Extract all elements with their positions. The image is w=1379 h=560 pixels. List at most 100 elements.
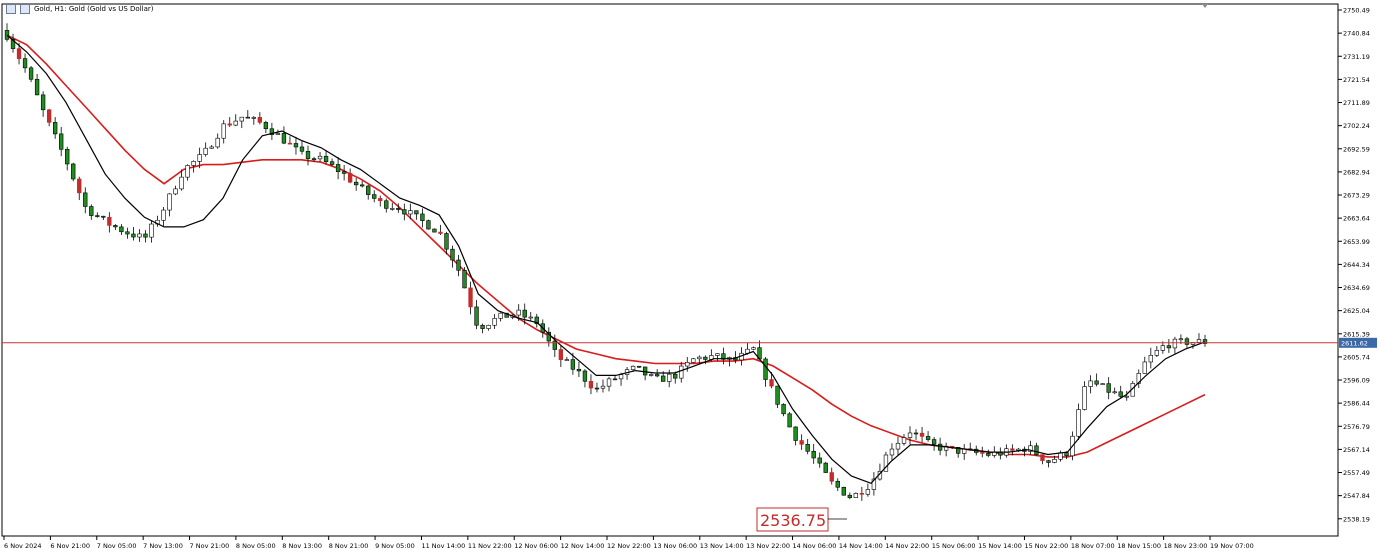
candle-body	[787, 413, 792, 428]
candle-body	[937, 443, 943, 451]
candle-body	[95, 215, 100, 217]
candle-body	[65, 148, 70, 165]
candle-body	[618, 374, 624, 380]
candle-body	[528, 316, 533, 319]
candle-body	[1040, 454, 1045, 461]
candle-body	[606, 378, 612, 387]
x-tick-label: 14 Nov 06:00	[793, 542, 837, 550]
candle-body	[883, 454, 889, 472]
x-tick-label: 14 Nov 14:00	[839, 542, 883, 550]
y-tick-label: 2731.19	[1343, 53, 1370, 61]
ma-fast-line	[6, 34, 1206, 485]
candle-body	[1154, 350, 1160, 356]
candle-body	[1094, 380, 1099, 385]
candle-body	[335, 164, 341, 172]
candle-body	[703, 356, 708, 360]
y-tick-label: 2615.39	[1343, 330, 1370, 338]
candle-body	[588, 380, 594, 389]
low-annotation-box	[756, 507, 829, 532]
x-tick-label: 6 Nov 21:00	[50, 542, 90, 550]
y-tick-label: 2692.59	[1343, 145, 1370, 153]
candle-body	[1046, 460, 1051, 463]
candle-body	[956, 446, 961, 454]
candle-body	[498, 312, 503, 319]
chart-title-bar: Gold, H1: Gold (Gold vs US Dollar)	[6, 4, 154, 14]
candle-body	[1202, 339, 1208, 344]
candle-body	[10, 39, 16, 49]
candle-body	[630, 365, 636, 370]
candle-body	[215, 137, 220, 148]
candle-body	[305, 150, 311, 159]
candle-body	[721, 353, 726, 360]
candle-body	[480, 324, 485, 329]
candle-body	[1172, 338, 1178, 349]
candle-body	[329, 161, 335, 165]
chart-symbol-icon	[6, 4, 16, 14]
y-tick-label: 2538.19	[1343, 515, 1370, 523]
candle-body	[642, 366, 648, 376]
current-price-label: 2611.62	[1341, 339, 1368, 347]
candle-body	[257, 117, 263, 123]
candle-body	[1112, 391, 1117, 394]
candle-body	[612, 378, 618, 381]
y-tick-label: 2711.89	[1343, 99, 1370, 107]
candle-body	[793, 426, 798, 441]
candle-body	[1082, 386, 1087, 410]
x-tick-label: 13 Nov 14:00	[700, 542, 744, 550]
shift-marker-icon	[1202, 4, 1208, 8]
candle-body	[311, 158, 317, 160]
candle-body	[16, 48, 22, 59]
x-tick-label: 8 Nov 13:00	[282, 542, 322, 550]
low-annotation-label: 2536.75	[760, 511, 826, 530]
candle-body	[52, 122, 58, 135]
y-tick-label: 2557.49	[1343, 469, 1370, 477]
candle-body	[378, 198, 383, 202]
candle-body	[360, 184, 365, 187]
ma-slow-line	[6, 34, 1206, 458]
candle-body	[829, 472, 834, 482]
candle-body	[492, 318, 497, 326]
candle-body	[4, 30, 10, 40]
x-tick-label: 6 Nov 2024	[4, 542, 42, 550]
candle-body	[943, 445, 949, 451]
candle-body	[1076, 409, 1081, 437]
candle-body	[185, 165, 190, 178]
candle-body	[390, 208, 395, 210]
candle-body	[889, 448, 895, 456]
candle-body	[1100, 383, 1105, 385]
candle-body	[763, 358, 768, 380]
candle-body	[203, 147, 208, 155]
x-tick-label: 19 Nov 07:00	[1210, 542, 1254, 550]
ma-slow-layer	[6, 34, 1206, 458]
candle-body	[341, 171, 347, 174]
x-tick-label: 14 Nov 22:00	[885, 542, 929, 550]
candle-body	[450, 248, 455, 261]
candle-body	[299, 146, 305, 152]
candle-body	[697, 356, 702, 360]
y-tick-label: 2596.09	[1343, 377, 1370, 385]
candle-body	[919, 432, 925, 437]
candle-body	[895, 442, 901, 450]
candle-body	[263, 122, 269, 130]
candle-body	[239, 116, 244, 122]
axes-layer: 2750.49 2740.84 2731.19 2721.54 2711.89 2702.…	[1, 3, 1370, 550]
x-tick-label: 7 Nov 21:00	[190, 542, 230, 550]
candle-body	[444, 233, 449, 250]
y-tick-label: 2576.79	[1343, 423, 1370, 431]
y-tick-label: 2567.14	[1343, 446, 1370, 454]
candle-body	[1178, 338, 1184, 341]
candle-body	[46, 109, 52, 123]
ma-fast-layer	[6, 34, 1206, 485]
candle-body	[34, 78, 40, 96]
candle-body	[691, 358, 696, 363]
candle-body	[685, 362, 690, 367]
candle-body	[396, 208, 401, 210]
candle-body	[817, 457, 822, 464]
y-tick-label: 2721.54	[1343, 76, 1370, 84]
x-tick-label: 11 Nov 22:00	[468, 542, 512, 550]
x-tick-label: 15 Nov 14:00	[978, 542, 1022, 550]
candle-body	[59, 133, 64, 150]
candle-body	[865, 489, 871, 495]
